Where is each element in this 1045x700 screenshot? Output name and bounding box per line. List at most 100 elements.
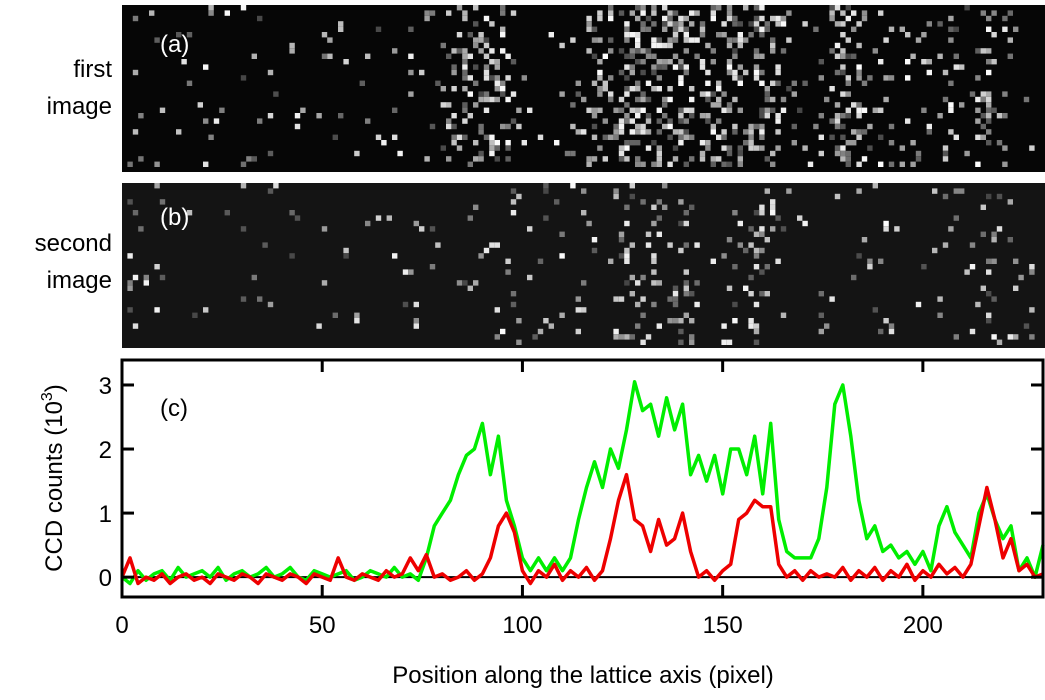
- ccd-pixel: [559, 231, 565, 237]
- ccd-pixel: [791, 123, 797, 130]
- ccd-pixel: [759, 26, 765, 32]
- ccd-pixel: [624, 140, 630, 146]
- ccd-pixel: [986, 118, 992, 124]
- ccd-pixel: [651, 53, 657, 59]
- ccd-image-a: [122, 5, 1045, 172]
- ccd-pixel: [764, 91, 770, 97]
- ccd-pixel: [770, 150, 776, 157]
- ccd-pixel: [483, 96, 490, 103]
- ccd-pixel: [840, 53, 846, 59]
- ccd-pixel: [537, 258, 544, 264]
- ccd-pixel: [662, 15, 668, 22]
- ccd-pixel: [915, 150, 922, 157]
- ccd-pixel: [986, 59, 992, 65]
- ccd-pixel: [969, 242, 976, 248]
- ccd-pixel: [705, 42, 711, 49]
- ccd-pixel: [392, 253, 398, 259]
- ccd-pixel: [267, 69, 274, 76]
- ccd-pixel: [986, 91, 992, 97]
- ccd-pixel: [753, 231, 760, 237]
- panel-tag: (c): [160, 395, 188, 422]
- ccd-pixel: [624, 145, 630, 151]
- ccd-pixel: [656, 75, 662, 81]
- ccd-pixel: [732, 264, 738, 270]
- ccd-pixel: [608, 91, 614, 97]
- ccd-pixel: [834, 53, 841, 59]
- ccd-pixel: [683, 291, 689, 297]
- ccd-pixel: [732, 69, 738, 76]
- ccd-pixel: [818, 328, 824, 335]
- ccd-pixel: [1023, 96, 1030, 103]
- ccd-pixel: [986, 69, 992, 76]
- ccd-pixel: [721, 32, 727, 38]
- ccd-pixel: [624, 86, 630, 92]
- ccd-pixel: [678, 318, 684, 324]
- ccd-pixel: [872, 183, 878, 189]
- ccd-pixel: [996, 113, 1003, 119]
- ccd-pixel: [672, 21, 679, 27]
- ccd-pixel: [586, 161, 592, 167]
- ccd-pixel: [759, 231, 765, 237]
- ccd-pixel: [618, 10, 625, 16]
- ccd-pixel: [986, 102, 992, 108]
- ccd-pixel: [656, 64, 662, 70]
- ccd-pixel: [662, 204, 668, 210]
- ccd-pixel: [640, 339, 646, 345]
- ccd-pixel: [505, 96, 511, 103]
- ccd-pixel: [629, 334, 635, 340]
- ccd-pixel: [672, 291, 679, 297]
- ccd-pixel: [662, 102, 668, 108]
- ccd-pixel: [494, 156, 500, 162]
- ccd-pixel: [743, 5, 749, 11]
- ccd-pixel: [640, 296, 646, 302]
- ccd-pixel: [845, 91, 851, 97]
- ccd-pixel: [991, 10, 997, 16]
- ccd-pixel: [818, 113, 824, 119]
- ccd-pixel: [440, 102, 446, 108]
- ccd-pixel: [716, 32, 722, 38]
- ccd-pixel: [1007, 53, 1013, 59]
- ccd-pixel: [942, 193, 949, 200]
- ccd-pixel: [753, 247, 760, 254]
- ccd-pixel: [181, 59, 187, 65]
- ccd-pixel: [851, 129, 857, 135]
- ccd-pixel: [759, 291, 765, 297]
- ccd-pixel: [969, 91, 976, 97]
- ccd-pixel: [726, 161, 733, 167]
- ccd-pixel: [834, 42, 841, 49]
- ccd-pixel: [872, 307, 878, 313]
- ccd-pixel: [948, 80, 954, 86]
- side-label: image: [47, 93, 112, 120]
- ccd-pixel: [473, 5, 479, 11]
- ccd-pixel: [478, 37, 484, 43]
- ccd-pixel: [737, 161, 743, 167]
- ccd-pixel: [726, 42, 733, 49]
- ccd-pixel: [635, 113, 641, 119]
- ccd-pixel: [635, 156, 641, 162]
- ccd-pixel: [980, 48, 986, 54]
- ccd-pixel: [289, 253, 295, 259]
- ccd-pixel: [419, 69, 425, 76]
- ccd-pixel: [651, 280, 657, 286]
- ccd-pixel: [462, 59, 468, 65]
- ccd-pixel: [845, 37, 851, 43]
- ccd-pixel: [759, 113, 765, 119]
- ccd-pixel: [473, 37, 479, 43]
- ccd-pixel: [856, 75, 862, 81]
- ccd-pixel: [829, 10, 835, 16]
- ccd-pixel: [656, 129, 662, 135]
- ccd-pixel: [505, 75, 511, 81]
- ccd-pixel: [532, 334, 538, 340]
- ccd-pixel: [618, 48, 625, 54]
- plot-area: 0 50 100 150 200 0 1 2 3: [99, 358, 1045, 639]
- ccd-pixel: [467, 75, 473, 81]
- ccd-pixel: [689, 156, 695, 162]
- ccd-pixel: [683, 64, 689, 70]
- ccd-pixel: [991, 237, 997, 243]
- ccd-pixel: [651, 301, 657, 308]
- ccd-pixel: [1029, 334, 1035, 340]
- ccd-pixel: [321, 226, 328, 232]
- ccd-pixel: [694, 10, 700, 16]
- data-line: [120, 380, 1045, 586]
- ccd-pixel: [845, 80, 851, 86]
